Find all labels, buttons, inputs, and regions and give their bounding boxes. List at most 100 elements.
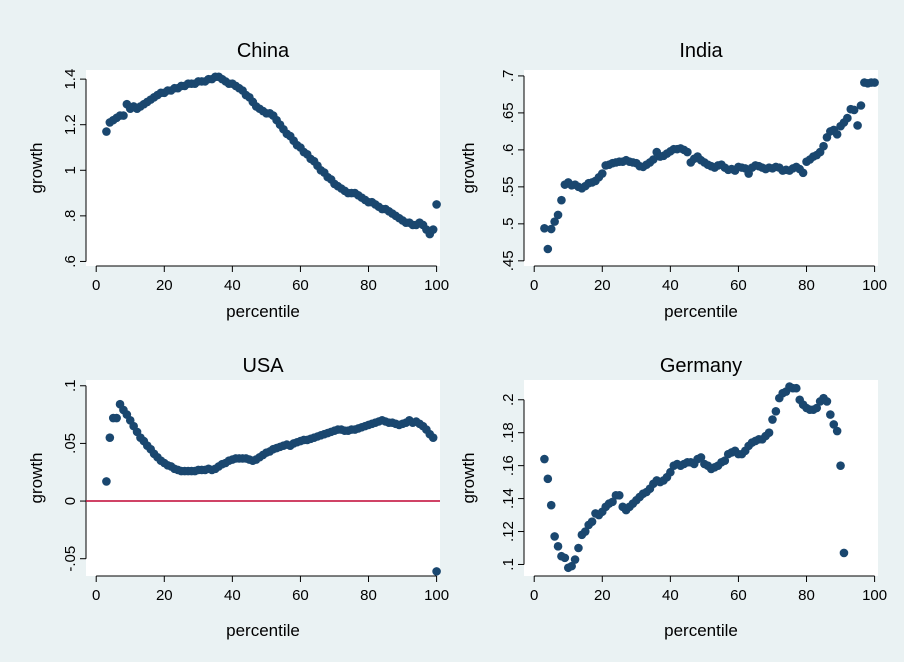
data-point bbox=[553, 542, 563, 551]
data-point bbox=[826, 410, 835, 419]
data-point bbox=[428, 433, 438, 442]
x-tick-label: 0 bbox=[530, 277, 538, 294]
plot-area bbox=[524, 380, 878, 576]
data-point bbox=[649, 155, 658, 164]
data-point bbox=[543, 474, 553, 484]
x-tick-label: 80 bbox=[798, 587, 815, 604]
x-tick-label: 40 bbox=[224, 587, 241, 604]
x-tick-label: 0 bbox=[92, 277, 100, 294]
data-points bbox=[540, 382, 849, 573]
data-point bbox=[102, 477, 111, 486]
x-tick-label: 40 bbox=[224, 277, 241, 294]
y-tick-label: .2 bbox=[500, 394, 517, 407]
data-point bbox=[683, 147, 692, 157]
data-point bbox=[798, 168, 808, 178]
x-tick-label: 20 bbox=[156, 587, 173, 604]
data-point bbox=[839, 548, 849, 558]
data-point bbox=[829, 420, 839, 429]
x-tick-label: 40 bbox=[662, 277, 679, 294]
data-point bbox=[432, 567, 441, 576]
data-point bbox=[574, 543, 583, 553]
x-tick-label: 0 bbox=[92, 587, 100, 604]
data-point bbox=[580, 527, 590, 536]
x-tick-label: 100 bbox=[862, 587, 887, 604]
plot-area bbox=[86, 70, 440, 266]
data-point bbox=[771, 406, 781, 416]
data-point bbox=[764, 428, 774, 438]
data-point bbox=[587, 517, 597, 526]
plot-area bbox=[86, 380, 440, 576]
y-tick-label: .55 bbox=[500, 176, 517, 197]
plot-area bbox=[524, 70, 878, 266]
x-axis-label: percentile bbox=[664, 621, 738, 640]
data-point bbox=[540, 454, 549, 464]
y-tick-label: 1 bbox=[62, 166, 79, 174]
y-axis-label: growth bbox=[27, 452, 46, 503]
data-point bbox=[836, 461, 845, 470]
x-axis-label: percentile bbox=[226, 621, 300, 640]
axes: 0 20 40 60 80 100 -.05 0 .05 .1 bbox=[62, 380, 449, 604]
data-point bbox=[119, 111, 128, 120]
y-tick-label: 0 bbox=[62, 497, 79, 505]
y-axis-label: growth bbox=[459, 452, 478, 503]
data-point bbox=[853, 121, 862, 130]
data-point bbox=[843, 113, 852, 123]
data-point bbox=[822, 397, 832, 406]
panel-germany: Germany percentile growth 0 20 40 60 80 100 .1… bbox=[459, 355, 887, 640]
y-tick-label: .7 bbox=[500, 70, 517, 83]
data-point bbox=[550, 532, 559, 541]
data-point bbox=[870, 78, 879, 87]
y-tick-label: .45 bbox=[500, 250, 517, 271]
data-point bbox=[812, 403, 822, 413]
data-point bbox=[550, 217, 559, 226]
data-point bbox=[102, 127, 111, 136]
data-point bbox=[720, 456, 730, 466]
x-tick-label: 60 bbox=[292, 587, 309, 604]
y-tick-label: -.05 bbox=[62, 546, 79, 572]
y-axis-label: growth bbox=[459, 142, 478, 193]
x-tick-label: 0 bbox=[530, 587, 538, 604]
data-point bbox=[567, 561, 576, 571]
x-tick-label: 20 bbox=[156, 277, 173, 294]
panel-china: China percentile growth 0 20 40 60 80 100 .6 .8… bbox=[27, 40, 449, 321]
x-tick-label: 100 bbox=[862, 277, 887, 294]
bottom-band bbox=[0, 662, 904, 666]
panel-title: USA bbox=[242, 355, 284, 377]
x-tick-label: 20 bbox=[594, 277, 611, 294]
axes: 0 20 40 60 80 100 .45 .5 .55 .6 .65 .7 bbox=[500, 70, 887, 294]
data-point bbox=[615, 490, 624, 500]
data-point bbox=[608, 497, 617, 507]
data-point bbox=[597, 169, 607, 178]
data-point bbox=[112, 413, 121, 423]
x-tick-label: 80 bbox=[360, 277, 377, 294]
data-point bbox=[856, 101, 866, 110]
data-point bbox=[432, 200, 441, 209]
x-axis-label: percentile bbox=[226, 302, 300, 321]
panel-usa: USA percentile growth 0 20 40 60 80 100 -.05 0.… bbox=[27, 355, 449, 640]
y-tick-label: .6 bbox=[500, 144, 517, 157]
data-point bbox=[792, 383, 801, 393]
data-point bbox=[560, 553, 570, 563]
y-tick-label: .1 bbox=[62, 380, 79, 393]
panel-title: China bbox=[237, 40, 290, 62]
axes: 0 20 40 60 80 100 .1 .12 .14 .16 .18 .2 bbox=[500, 394, 887, 604]
data-points bbox=[102, 399, 441, 576]
y-tick-label: .14 bbox=[500, 488, 517, 509]
data-point bbox=[849, 105, 859, 115]
data-point bbox=[543, 244, 553, 254]
data-point bbox=[570, 555, 580, 564]
y-tick-label: .12 bbox=[500, 521, 517, 542]
data-points bbox=[102, 72, 441, 239]
y-tick-label: .6 bbox=[62, 255, 79, 268]
x-tick-label: 60 bbox=[730, 277, 747, 294]
y-tick-label: .8 bbox=[62, 210, 79, 223]
x-tick-label: 60 bbox=[292, 277, 309, 294]
data-point bbox=[768, 415, 777, 424]
data-point bbox=[546, 224, 556, 234]
data-point bbox=[557, 195, 566, 205]
data-point bbox=[819, 141, 828, 151]
panel-title: Germany bbox=[660, 355, 742, 377]
data-point bbox=[832, 426, 842, 436]
x-tick-label: 100 bbox=[424, 277, 449, 294]
